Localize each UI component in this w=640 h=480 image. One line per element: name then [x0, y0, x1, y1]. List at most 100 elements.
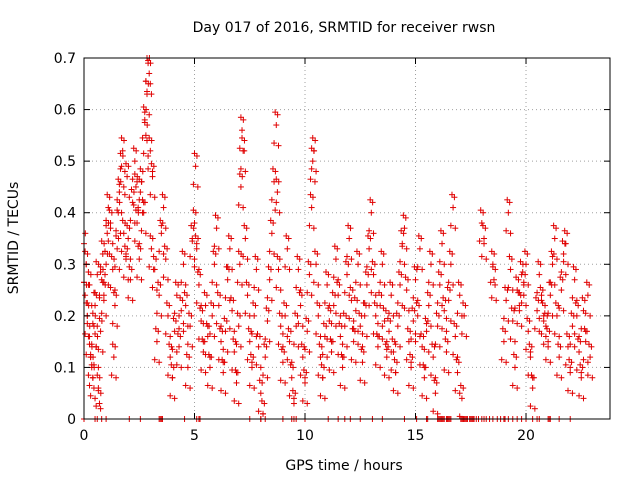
- data-point: [132, 183, 139, 190]
- data-point: [511, 364, 518, 371]
- data-point: [560, 307, 567, 314]
- data-point: [156, 292, 163, 299]
- data-point: [294, 253, 301, 260]
- data-point: [556, 333, 563, 340]
- plot-frame: [83, 57, 611, 420]
- data-point: [177, 294, 184, 301]
- data-point: [551, 330, 558, 337]
- data-point: [255, 287, 262, 294]
- data-point: [350, 318, 357, 325]
- data-point: [237, 343, 244, 350]
- data-point: [153, 338, 160, 345]
- data-point: [578, 374, 585, 381]
- data-point: [106, 207, 113, 214]
- data-point: [276, 310, 283, 317]
- data-point: [341, 289, 348, 296]
- data-point: [209, 279, 216, 286]
- data-point: [255, 343, 262, 350]
- data-point: [505, 209, 512, 216]
- data-point: [153, 287, 160, 294]
- data-point: [146, 111, 153, 118]
- data-point: [581, 325, 588, 332]
- data-point: [169, 346, 176, 353]
- data-point: [355, 341, 362, 348]
- data-point: [213, 320, 220, 327]
- data-point: [126, 194, 133, 201]
- data-point: [358, 346, 365, 353]
- data-point: [171, 310, 178, 317]
- data-point: [355, 328, 362, 335]
- data-point: [110, 289, 117, 296]
- data-point: [573, 312, 580, 319]
- data-point: [521, 248, 528, 255]
- data-point: [85, 372, 92, 379]
- data-point: [172, 279, 179, 286]
- data-point: [282, 263, 289, 270]
- data-point: [566, 356, 573, 363]
- data-point: [366, 245, 373, 252]
- data-point: [190, 207, 197, 214]
- data-point: [237, 165, 244, 172]
- data-point: [481, 240, 488, 247]
- data-point: [558, 374, 565, 381]
- data-point: [447, 222, 454, 229]
- data-point: [405, 382, 412, 389]
- data-point: [104, 191, 111, 198]
- data-point: [209, 312, 216, 319]
- data-point: [337, 312, 344, 319]
- data-point: [364, 232, 371, 239]
- data-point: [135, 243, 142, 250]
- data-point: [357, 281, 364, 288]
- data-point: [574, 336, 581, 343]
- data-point: [370, 230, 377, 237]
- data-point: [84, 299, 91, 306]
- data-point: [441, 367, 448, 374]
- data-point: [117, 165, 124, 172]
- data-point: [389, 336, 396, 343]
- data-point: [371, 299, 378, 306]
- data-point: [192, 232, 199, 239]
- data-point: [295, 266, 302, 273]
- data-point: [321, 395, 328, 402]
- data-point: [139, 134, 146, 141]
- data-point: [414, 312, 421, 319]
- data-point: [122, 253, 129, 260]
- data-point: [363, 263, 370, 270]
- data-point: [319, 351, 326, 358]
- data-point: [257, 390, 264, 397]
- data-point: [115, 176, 122, 183]
- data-point: [213, 281, 220, 288]
- data-point: [353, 248, 360, 255]
- data-point: [251, 385, 258, 392]
- y-tick-label: 0.1: [54, 360, 76, 376]
- data-point: [344, 343, 350, 350]
- data-point: [118, 209, 125, 216]
- data-point: [284, 356, 291, 363]
- data-point: [356, 310, 363, 317]
- data-point: [350, 338, 357, 345]
- x-axis-label: GPS time / hours: [285, 458, 402, 474]
- data-point: [82, 230, 89, 237]
- data-point: [272, 109, 279, 116]
- data-point: [297, 302, 304, 309]
- data-point: [213, 225, 220, 232]
- data-point: [152, 325, 159, 332]
- data-point: [334, 279, 341, 286]
- data-point: [198, 367, 205, 374]
- data-point: [264, 294, 271, 301]
- data-point: [492, 281, 499, 288]
- data-point: [157, 217, 164, 224]
- data-point: [247, 351, 254, 358]
- data-point: [307, 191, 314, 198]
- data-point: [520, 292, 527, 299]
- data-point: [315, 372, 322, 379]
- data-point: [547, 279, 554, 286]
- data-point: [114, 323, 121, 330]
- data-point: [418, 330, 425, 337]
- data-point: [377, 302, 384, 309]
- data-point: [332, 256, 339, 263]
- data-point: [94, 271, 101, 278]
- data-point: [534, 289, 541, 296]
- data-point: [234, 310, 241, 317]
- data-point: [180, 261, 187, 268]
